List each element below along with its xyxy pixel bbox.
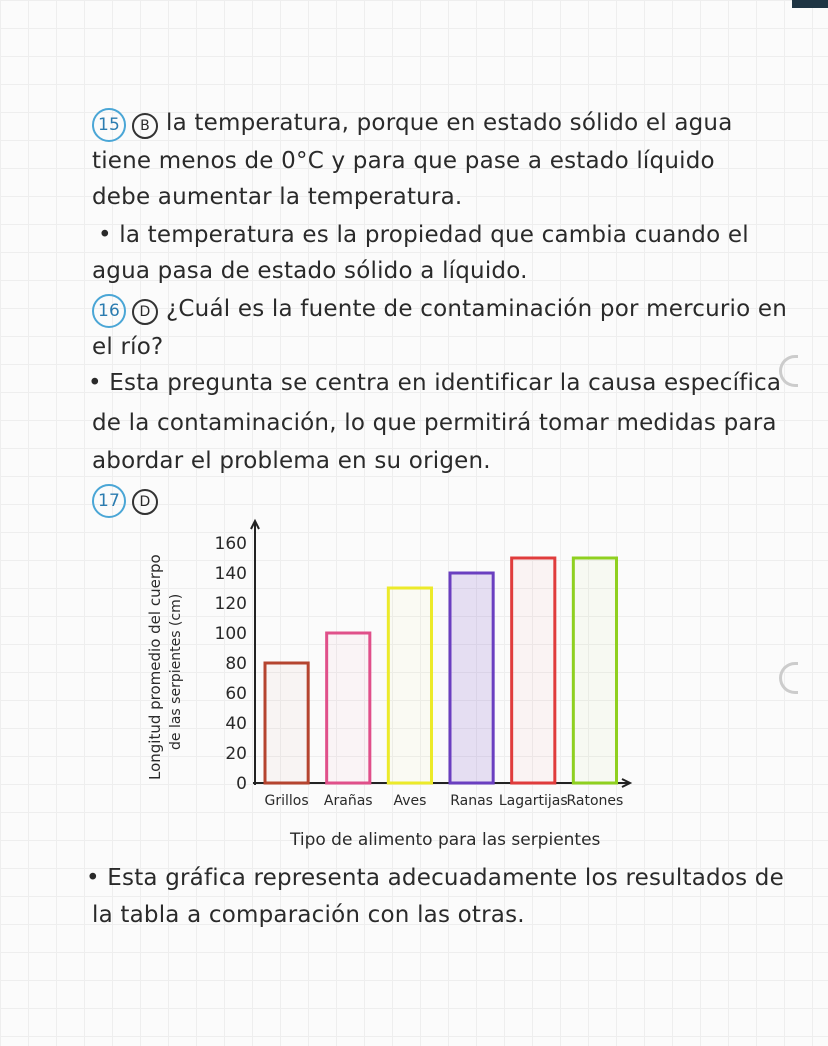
y-axis-arrow xyxy=(250,518,260,530)
bar-grillos xyxy=(263,661,310,785)
bar-chart: Longitud promedio del cuerpo de las serp… xyxy=(146,518,633,850)
x-tick-label: Aves xyxy=(393,793,426,809)
q16-bullet-1: • Esta pregunta se centra en identificar… xyxy=(88,370,782,396)
bar-aves xyxy=(386,586,434,785)
x-axis-label: Tipo de alimento para las serpientes xyxy=(289,830,601,850)
bar-ratones xyxy=(571,556,619,785)
answer-option: D xyxy=(132,299,158,325)
q17-bullet-1: • Esta gráfica representa adecuadamente … xyxy=(86,865,784,891)
x-tick-label: Ratones xyxy=(566,793,623,809)
q15-bullet-1: • la temperatura es la propiedad que cam… xyxy=(98,222,749,248)
text: ¿Cuál es la fuente de contaminación por … xyxy=(166,296,788,322)
q15-line-2: tiene menos de 0°C y para que pase a est… xyxy=(92,148,715,174)
q17-line-1: 17 D xyxy=(92,484,166,518)
x-tick-label: Grillos xyxy=(265,793,309,809)
y-tick-label: 60 xyxy=(225,684,247,704)
question-number: 15 xyxy=(92,108,126,142)
q16-bullet-3: abordar el problema en su origen. xyxy=(92,448,491,474)
binder-hole xyxy=(779,662,798,694)
bar-ranas xyxy=(448,571,495,785)
y-tick-label: 20 xyxy=(225,744,247,764)
q15-line-3: debe aumentar la temperatura. xyxy=(92,184,463,210)
answer-option: D xyxy=(132,489,158,515)
q16-line-1: 16 D ¿Cuál es la fuente de contaminación p… xyxy=(92,294,787,328)
x-tick-label: Arañas xyxy=(324,793,373,809)
q15-bullet-2: agua pasa de estado sólido a líquido. xyxy=(92,258,528,284)
y-axis-label-1: Longitud promedio del cuerpo xyxy=(146,554,164,780)
q17-bullet-2: la tabla a comparación con las otras. xyxy=(92,902,525,928)
page-corner xyxy=(792,0,828,8)
y-tick-label: 120 xyxy=(215,594,247,614)
y-axis-label-2: de las serpientes (cm) xyxy=(168,594,184,750)
question-number: 17 xyxy=(92,484,126,518)
x-tick-label: Lagartijas xyxy=(499,793,568,809)
y-tick-label: 0 xyxy=(236,774,247,794)
binder-hole xyxy=(779,355,798,387)
y-tick-label: 40 xyxy=(225,714,247,734)
y-tick-label: 80 xyxy=(225,654,247,674)
answer-option: B xyxy=(132,113,158,139)
q16-bullet-2: de la contaminación, lo que permitirá to… xyxy=(92,410,777,436)
y-tick-label: 160 xyxy=(215,534,247,554)
y-tick-label: 100 xyxy=(215,624,247,644)
q16-line-2: el río? xyxy=(92,334,164,360)
x-axis-arrow xyxy=(621,778,633,788)
y-tick-label: 140 xyxy=(215,564,247,584)
bar-lagartijas xyxy=(510,556,557,785)
bar-arañas xyxy=(325,631,372,785)
x-tick-label: Ranas xyxy=(450,793,493,809)
question-number: 16 xyxy=(92,294,126,328)
text: la temperatura, porque en estado sólido … xyxy=(166,110,733,136)
